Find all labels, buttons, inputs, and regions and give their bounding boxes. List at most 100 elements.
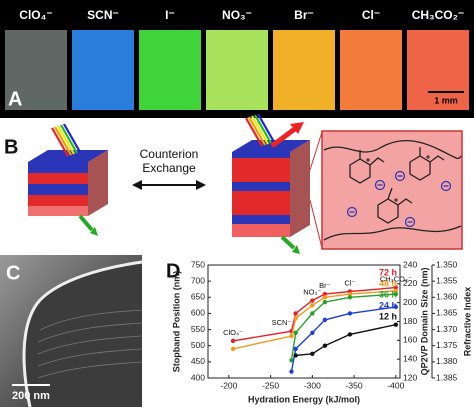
panel-a: ClO₄⁻ SCN⁻ I⁻ NO₃⁻ Br⁻ Cl⁻ CH₃CO₂⁻ A 1 m… xyxy=(0,0,474,118)
anion-label: I⁻ xyxy=(165,8,175,22)
data-point xyxy=(293,311,298,316)
data-point xyxy=(289,369,294,374)
x-tick-label: -250 xyxy=(262,380,279,390)
anion xyxy=(374,179,386,191)
data-point xyxy=(322,299,328,305)
beam xyxy=(248,116,266,146)
x-axis-title: Hydration Energy (kJ/mol) xyxy=(248,394,360,404)
y-axis-title: Stopband Position (nm) xyxy=(171,271,181,373)
panel-label: B xyxy=(4,136,18,158)
film-tile xyxy=(5,30,67,110)
bond xyxy=(359,147,421,200)
film-edge xyxy=(22,260,143,408)
panel-d: D -200 -250 -300 -350 -400 400 450 500 550 600 650… xyxy=(166,259,472,404)
film-tile xyxy=(139,30,201,110)
y2-axis-title: QP2VP Domain Size (nm) xyxy=(419,268,429,376)
data-point xyxy=(310,298,315,303)
beam xyxy=(60,124,78,154)
anion-label: ClO₄⁻ xyxy=(19,8,52,22)
anion xyxy=(394,170,406,182)
film-cross-section xyxy=(24,262,143,407)
data-point xyxy=(310,330,315,335)
beam xyxy=(51,127,69,157)
legend-label: 48 h xyxy=(379,278,397,288)
layer-line xyxy=(37,361,143,379)
incident-light xyxy=(51,123,81,157)
series-line xyxy=(290,306,396,372)
stack-top xyxy=(232,140,310,152)
data-point xyxy=(347,291,353,297)
y2-tick-label: 240 xyxy=(403,259,417,269)
y-tick-label: 700 xyxy=(191,275,205,285)
y3-tick-label: 1.375 xyxy=(436,340,458,350)
layer-line xyxy=(39,309,143,331)
data-point xyxy=(310,311,315,316)
y2-tick-label: 220 xyxy=(403,278,417,288)
beam xyxy=(245,117,263,147)
arrow-head xyxy=(90,227,98,236)
data-point xyxy=(230,338,236,344)
data-point xyxy=(347,311,353,316)
y3-tick-label: 1.350 xyxy=(436,259,458,269)
data-point xyxy=(393,304,399,310)
layer xyxy=(232,158,290,182)
film-tile xyxy=(340,30,402,110)
data-point xyxy=(322,343,328,348)
anion xyxy=(404,216,416,228)
legend-label: 36 h xyxy=(379,289,397,299)
film-tile xyxy=(273,30,335,110)
anion-label: SCN⁻ xyxy=(87,8,119,22)
layer xyxy=(28,206,88,216)
series-line xyxy=(295,324,396,357)
anion xyxy=(346,206,358,218)
legend-label: 72 h xyxy=(379,267,397,277)
arrow-head xyxy=(196,180,206,190)
arrow-head xyxy=(292,245,300,254)
scale-bar-label: 200 nm xyxy=(12,390,50,402)
panel-label: D xyxy=(166,260,180,282)
caption: Counterion xyxy=(140,147,199,161)
film-tile xyxy=(206,30,268,110)
y-tick-label: 550 xyxy=(191,324,205,334)
layer xyxy=(28,195,88,206)
beam xyxy=(257,113,275,143)
transmitted-light xyxy=(78,214,94,232)
polymer-chain xyxy=(323,225,462,241)
layer xyxy=(28,162,88,173)
legend-label: 12 h xyxy=(379,311,397,321)
y-tick-label: 650 xyxy=(191,292,205,302)
counterions xyxy=(346,170,452,228)
plot-frame xyxy=(207,264,401,379)
anion-annotation: Cl⁻ xyxy=(344,278,355,287)
ethyl-group xyxy=(369,155,445,206)
stack-side xyxy=(88,150,108,216)
data-point xyxy=(310,351,315,356)
layer-line xyxy=(37,335,143,355)
data-point xyxy=(393,285,399,290)
arrow-head xyxy=(290,122,304,134)
transmitted-light xyxy=(280,235,296,250)
layer-lines xyxy=(37,309,143,379)
y-tick-label: 500 xyxy=(191,340,205,350)
layer-line xyxy=(37,322,143,343)
reflected-light xyxy=(270,126,298,148)
panel-c: C 200 nm xyxy=(0,255,143,408)
x-tick-label: -200 xyxy=(220,380,237,390)
anion-label: Br⁻ xyxy=(294,8,314,22)
data-point xyxy=(230,346,236,352)
anion-annotation: NO₃⁻ xyxy=(303,287,321,296)
layer xyxy=(232,152,290,158)
data-point xyxy=(289,333,294,339)
polymer-chain xyxy=(323,139,462,160)
x-tick-label: -300 xyxy=(304,380,321,390)
data-point xyxy=(347,295,353,300)
molecules xyxy=(323,139,462,241)
layer xyxy=(28,173,88,184)
anion-annotation: ClO₄⁻ xyxy=(223,328,243,337)
y2-tick-label: 140 xyxy=(403,353,417,363)
minus-charge xyxy=(349,175,449,223)
layer-line xyxy=(37,348,143,367)
beam xyxy=(54,126,72,156)
